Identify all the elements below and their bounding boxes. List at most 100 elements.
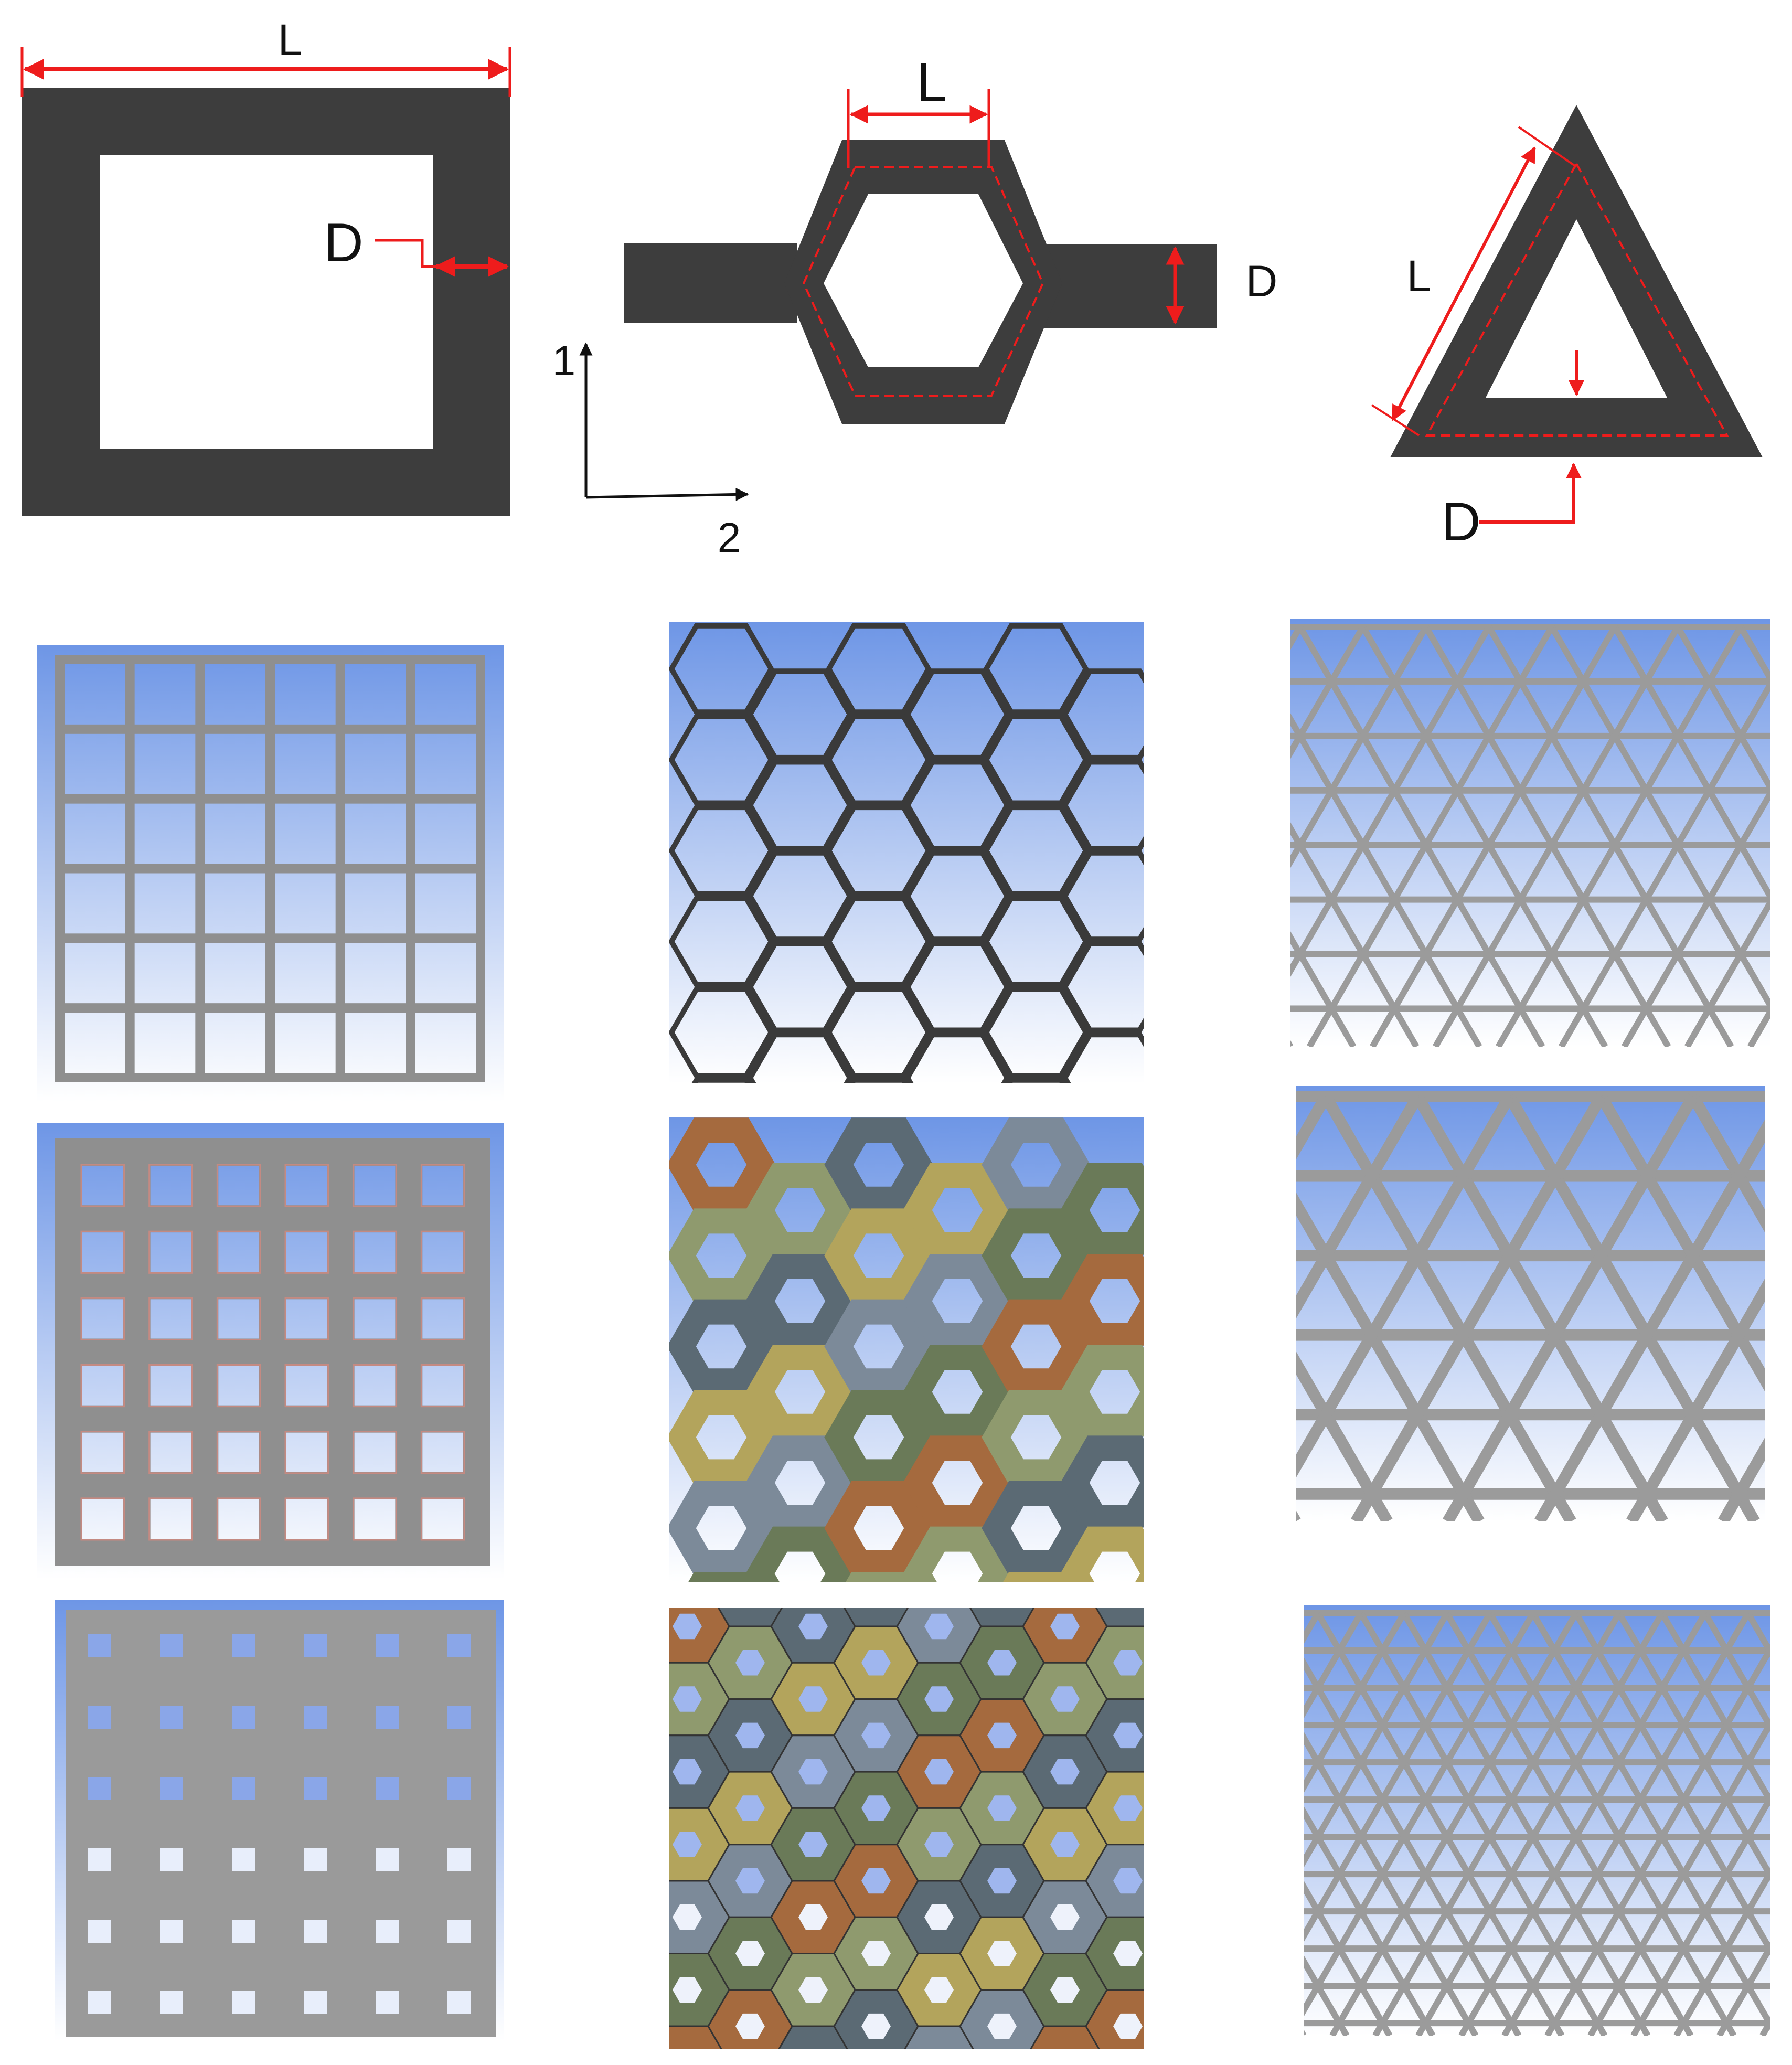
hexagon-hole	[987, 1795, 1017, 1821]
solid-plate	[66, 1610, 496, 2037]
lattice-panels	[37, 619, 1770, 2065]
lattice-bar-diagonal	[1290, 713, 1482, 1047]
lattice-bar-diagonal	[1433, 625, 1681, 1047]
lattice-bar-horizontal	[55, 1405, 490, 1433]
triangle-unit-cell: L D	[1371, 105, 1763, 552]
hexagon-cell	[983, 714, 1089, 806]
hexagon-cell	[745, 1345, 855, 1439]
plate-hole	[160, 1634, 183, 1657]
tri-length-dimension	[1391, 146, 1536, 421]
lattice-cell-outline	[80, 1497, 125, 1541]
hexagon-hole	[924, 1613, 954, 1640]
hexagon-hole	[673, 1977, 702, 2003]
lattice-bar-diagonal	[1702, 1612, 1770, 1733]
hexagon-cell	[669, 714, 774, 806]
plate-hole	[304, 1991, 327, 2014]
lattice-bar-diagonal	[1304, 1611, 1536, 2017]
plate-hole	[160, 1706, 183, 1729]
hexagon-cell	[669, 805, 774, 897]
hexagon-hole	[924, 1759, 954, 1785]
square-unit-cell: L D	[20, 15, 511, 516]
hexagon-cell	[903, 1435, 1012, 1530]
plate-hole	[304, 1920, 327, 1943]
lattice-bar-horizontal	[1304, 1908, 1770, 1915]
square-thickness-leader	[375, 239, 436, 268]
hexagon-hole	[1113, 1941, 1143, 1966]
hexagon-hole	[673, 2050, 702, 2065]
lattice-bar-horizontal	[1290, 624, 1770, 630]
hexagon-hole	[735, 2013, 765, 2039]
plate-hole	[160, 1991, 183, 2014]
hexagon-cell	[904, 668, 1010, 760]
hexagon-hole	[987, 2013, 1017, 2039]
lattice-bar-diagonal	[1487, 1612, 1737, 2036]
plate-hole	[447, 1706, 471, 1729]
hexagon-hole	[924, 1977, 954, 2003]
square-lattice-thick-plate	[66, 1610, 496, 2037]
lattice-bar-diagonal	[1423, 625, 1671, 1047]
hexagon-hole	[987, 1722, 1017, 1749]
lattice-cell-outline	[284, 1431, 329, 1474]
lattice-bar-horizontal	[1304, 1945, 1770, 1952]
square-lattice-thin-bars	[55, 655, 485, 1082]
hex-right-strut	[1044, 244, 1217, 328]
lattice-bar-diagonal	[1304, 1954, 1350, 2036]
hexagon-hole	[1050, 1977, 1080, 2003]
lattice-bar-vertical	[335, 655, 345, 1082]
lattice-cell-outline	[148, 1164, 193, 1207]
axis-2-arrow	[585, 487, 749, 501]
hexagon-hole	[735, 1868, 765, 1894]
lattice-cell-outline	[148, 1431, 193, 1474]
lattice-bar-diagonal	[1360, 625, 1608, 1047]
hexagon-hole	[1113, 2013, 1143, 2039]
lattice-bar-diagonal	[1458, 1611, 1708, 2036]
lattice-cell-outline	[420, 1431, 465, 1474]
plate-hole	[232, 1848, 255, 1871]
lattice-bar-horizontal	[55, 1073, 485, 1082]
hexagon-cell	[691, 1077, 751, 1083]
lattice-cell-outline	[216, 1164, 261, 1207]
hexagon-mesh-cell	[708, 2062, 792, 2065]
lattice-bar-horizontal	[1304, 1610, 1770, 1616]
lattice-bar-diagonal	[1534, 1119, 1765, 1521]
hexagon-cell	[904, 941, 1010, 1033]
plate-hole	[160, 1920, 183, 1943]
plate-hole	[88, 1920, 111, 1943]
plate-hole	[447, 1991, 471, 2014]
lattice-cell-outline	[353, 1497, 397, 1541]
plate-hole	[232, 1991, 255, 2014]
axis-1-label: 1	[552, 337, 576, 384]
lattice-cell-outline	[148, 1497, 193, 1541]
lattice-bar-diagonal	[1501, 1611, 1751, 2036]
lattice-cell-outline	[80, 1431, 125, 1474]
lattice-cell-outline	[216, 1497, 261, 1541]
hexagon-cell	[983, 805, 1089, 897]
hexagon-cell	[747, 759, 853, 851]
hexagon-hole	[673, 1613, 702, 1640]
lattice-bar-horizontal	[1290, 951, 1770, 957]
lattice-bar-diagonal	[1443, 1093, 1698, 1521]
lattice-bar-horizontal	[55, 1003, 485, 1013]
hexagon-cell	[669, 1390, 776, 1485]
lattice-cell-outline	[353, 1364, 397, 1408]
hex-cell-hole	[824, 194, 1023, 367]
lattice-bar-horizontal	[55, 1539, 490, 1566]
lattice-cell-outline	[216, 1297, 261, 1340]
lattice-cell-outline	[420, 1230, 465, 1274]
hexagon-lattice-medium-cells	[669, 1117, 1144, 1582]
plate-hole	[376, 1848, 399, 1871]
plate-hole	[447, 1920, 471, 1943]
lattice-bar-diagonal	[1612, 625, 1770, 903]
hexagon-cell	[982, 1117, 1091, 1212]
hexagon-cell	[745, 1435, 855, 1530]
triangle-lattice-thin	[1290, 619, 1770, 1047]
square-lattice-thin	[37, 645, 504, 1102]
lattice-bar-diagonal	[1673, 1866, 1770, 2036]
triangle-lattice-thin-bars	[1290, 624, 1770, 1047]
hexagon-hole	[673, 1759, 702, 1785]
hexagon-hole	[1113, 1795, 1143, 1821]
hexagon-cell	[1060, 1526, 1144, 1582]
lattice-bar-diagonal	[1290, 931, 1357, 1047]
hexagon-cell	[1062, 668, 1144, 760]
lattice-bar-diagonal	[1444, 1612, 1694, 2036]
